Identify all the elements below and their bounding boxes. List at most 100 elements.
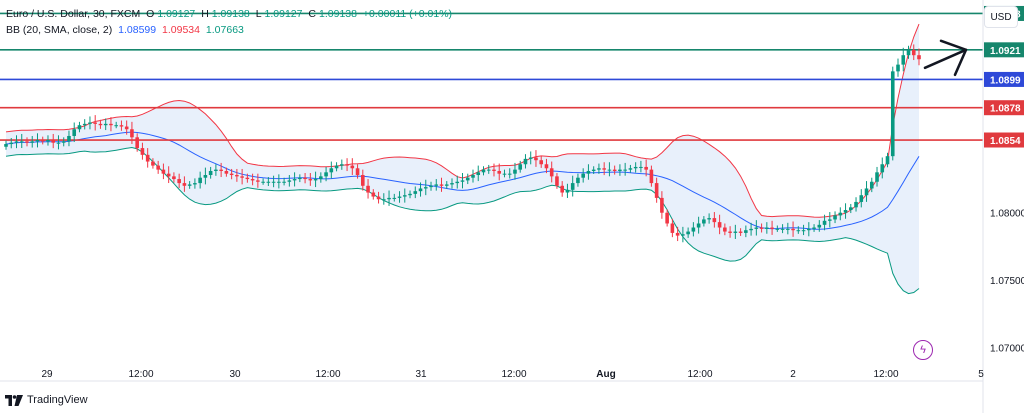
time-tick-3: 12:00 bbox=[315, 369, 340, 380]
candle-body bbox=[345, 164, 349, 166]
candle-body bbox=[240, 176, 244, 178]
candle-body bbox=[61, 141, 66, 143]
candle-body bbox=[397, 196, 402, 198]
lightning-icon[interactable]: ϟ bbox=[913, 340, 933, 360]
candle-body bbox=[670, 223, 675, 233]
bb-upper-value: 1.09534 bbox=[162, 24, 200, 36]
candle-body bbox=[329, 168, 334, 173]
candle-body bbox=[19, 141, 24, 143]
high-label: H bbox=[201, 8, 209, 20]
candle-body bbox=[214, 169, 218, 171]
candle-body bbox=[376, 196, 381, 200]
candle-body bbox=[298, 177, 302, 180]
bb-label: BB (20, SMA, close, 2) bbox=[6, 24, 113, 36]
candle-body bbox=[361, 175, 365, 186]
candle-body bbox=[864, 188, 869, 196]
candle-body bbox=[187, 184, 192, 186]
candle-body bbox=[182, 183, 187, 186]
time-tick-9: 12:00 bbox=[873, 369, 898, 380]
candle-body bbox=[429, 185, 433, 188]
candle-body bbox=[591, 169, 596, 171]
candle-body bbox=[465, 177, 470, 181]
candle-body bbox=[759, 227, 764, 229]
candle-body bbox=[282, 181, 286, 183]
candle-body bbox=[72, 129, 77, 136]
candle-body bbox=[497, 170, 502, 174]
low-label: L bbox=[255, 8, 262, 20]
candle-body bbox=[890, 71, 895, 157]
candle-body bbox=[14, 141, 19, 143]
change-value: +0.00011 (+0.01%) bbox=[362, 8, 453, 20]
level-label-2: 1.0899 bbox=[990, 75, 1021, 86]
currency-button[interactable]: USD bbox=[984, 6, 1018, 28]
time-tick-4: 31 bbox=[415, 369, 427, 380]
candle-body bbox=[444, 184, 449, 186]
candle-body bbox=[633, 166, 638, 169]
candle-body bbox=[303, 177, 307, 180]
candle-body bbox=[156, 165, 160, 170]
time-tick-7: 12:00 bbox=[687, 369, 712, 380]
candle-body bbox=[88, 122, 92, 124]
candle-body bbox=[854, 201, 858, 208]
candle-body bbox=[266, 181, 271, 183]
candle-body bbox=[565, 189, 570, 193]
candle-body bbox=[744, 230, 748, 233]
candle-body bbox=[256, 180, 260, 182]
candle-body bbox=[754, 227, 759, 229]
time-tick-8: 2 bbox=[790, 369, 796, 380]
candle-body bbox=[208, 170, 213, 176]
candle-body bbox=[555, 176, 559, 186]
candle-body bbox=[859, 195, 864, 202]
bb-lower-value: 1.07663 bbox=[205, 24, 244, 36]
candle-body bbox=[492, 169, 496, 171]
candle-body bbox=[675, 232, 680, 236]
candle-body bbox=[203, 175, 208, 178]
candle-body bbox=[166, 173, 171, 177]
candle-body bbox=[235, 175, 239, 177]
candle-body bbox=[817, 224, 822, 228]
candle-body bbox=[696, 223, 701, 228]
level-tag-3 bbox=[984, 100, 1024, 116]
candle-body bbox=[717, 222, 722, 228]
candle-body bbox=[639, 166, 643, 168]
candle-body bbox=[848, 207, 853, 211]
candle-body bbox=[460, 180, 465, 182]
candle-body bbox=[618, 169, 622, 171]
symbol-name: Euro / U.S. Dollar, 30, FXCM bbox=[6, 8, 141, 20]
time-tick-10: 5 bbox=[978, 369, 984, 380]
candle-body bbox=[224, 170, 229, 174]
candle-body bbox=[597, 168, 601, 170]
candle-body bbox=[439, 184, 444, 186]
candle-body bbox=[277, 181, 281, 183]
candle-body bbox=[539, 160, 544, 165]
candle-body bbox=[219, 169, 223, 171]
candle-body bbox=[450, 183, 454, 185]
candle-body bbox=[581, 173, 585, 178]
candle-body bbox=[313, 179, 318, 181]
price-axis[interactable]: 1.08000 1.07500 1.07000 bbox=[990, 209, 1024, 355]
candle-body bbox=[612, 169, 617, 171]
candle-body bbox=[723, 227, 727, 232]
candle-body bbox=[528, 157, 533, 159]
time-axis[interactable]: 29 12:00 30 12:00 31 12:00 Aug 12:00 2 12:00 5 bbox=[0, 0, 984, 413]
candle-body bbox=[124, 126, 129, 130]
candle-body bbox=[140, 148, 145, 155]
candle-body bbox=[544, 164, 549, 169]
candle-body bbox=[518, 164, 523, 170]
candle-body bbox=[381, 199, 386, 201]
candle-body bbox=[827, 219, 832, 221]
candle-body bbox=[161, 169, 166, 174]
candle-body bbox=[287, 180, 292, 182]
brand-name: TradingView bbox=[27, 394, 88, 406]
candle-body bbox=[623, 169, 627, 171]
candle-body bbox=[40, 140, 45, 142]
candle-body bbox=[885, 156, 890, 165]
price-tick-0: 1.08000 bbox=[990, 209, 1024, 220]
candle-body bbox=[308, 179, 313, 181]
candle-body bbox=[77, 125, 82, 130]
arrow-annotation[interactable] bbox=[923, 39, 968, 77]
candle-body bbox=[145, 154, 150, 162]
candle-body bbox=[775, 228, 780, 230]
candle-body bbox=[534, 157, 538, 161]
